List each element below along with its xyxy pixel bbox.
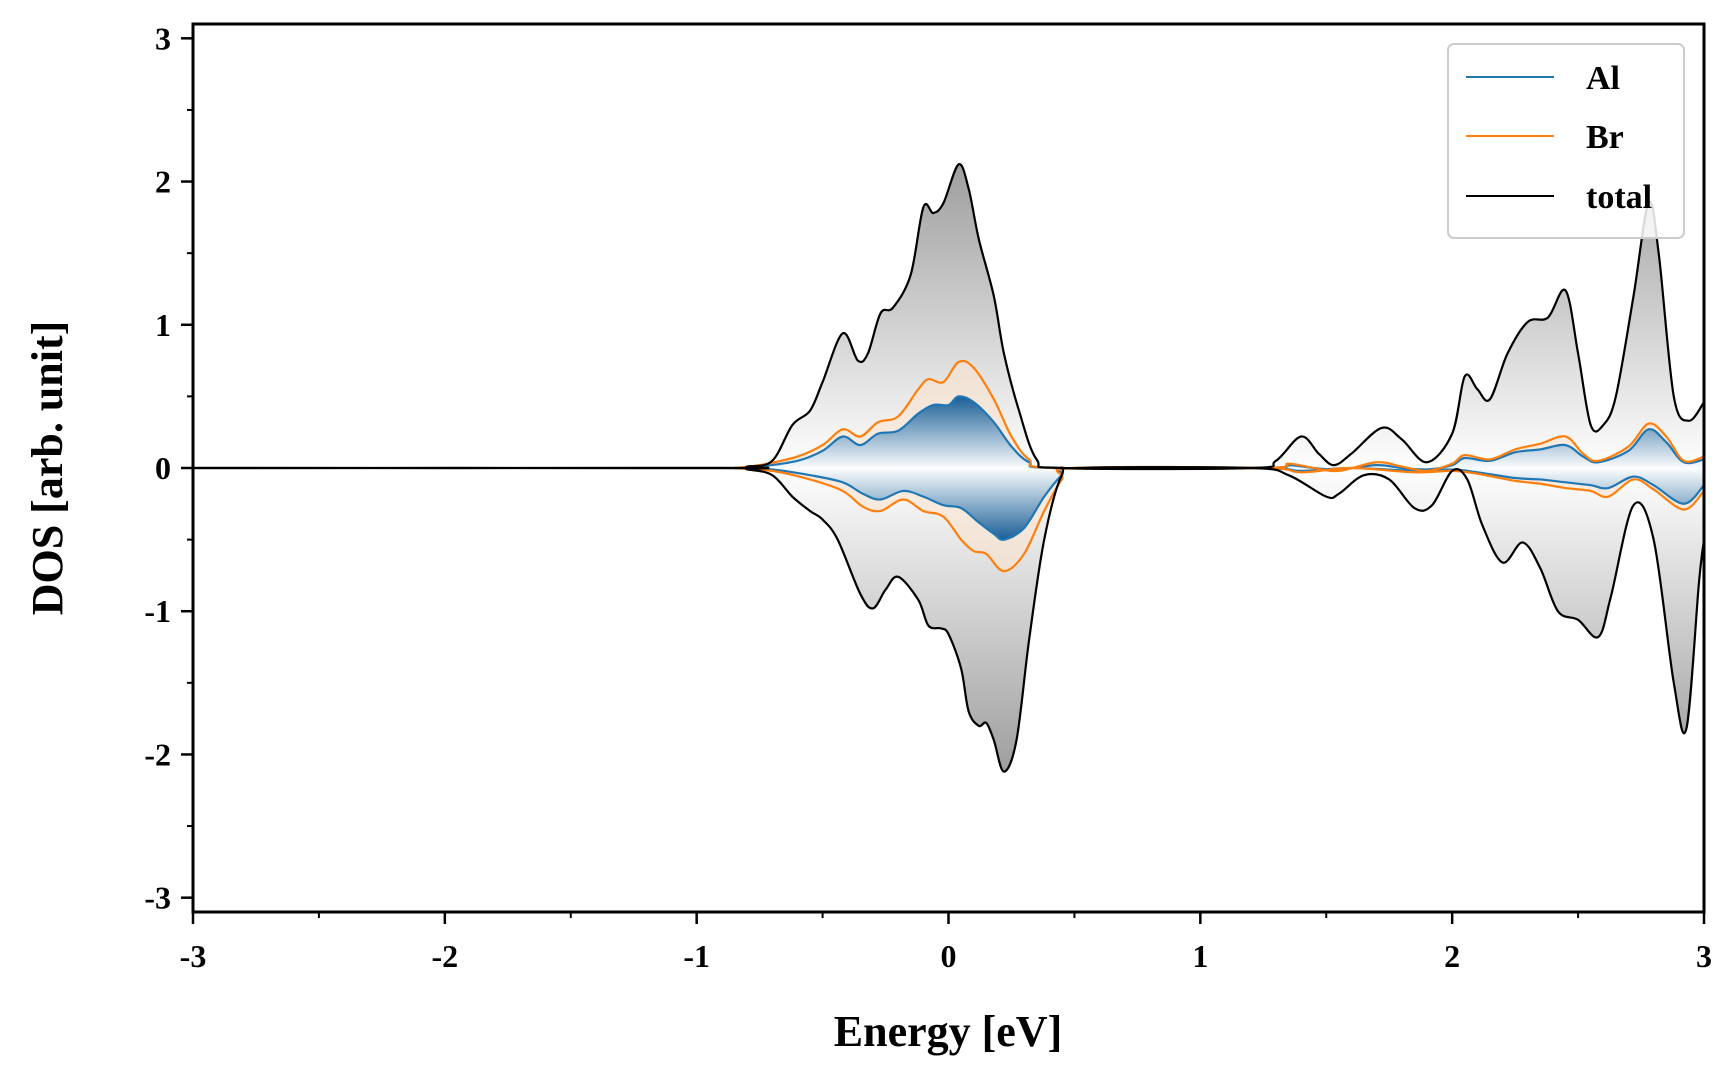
legend-box [1447, 43, 1685, 239]
x-tick-label: 0 [941, 938, 957, 974]
y-tick-label: -1 [144, 593, 171, 629]
y-tick-label: 0 [155, 450, 171, 486]
fill-layer [193, 164, 1704, 772]
y-tick-label: 1 [155, 307, 171, 343]
line-total-up [193, 163, 1704, 471]
legend-label-total: total [1586, 179, 1652, 216]
x-tick-label: -1 [683, 938, 710, 974]
fill-total-down [193, 467, 1704, 772]
line-total-down [193, 466, 1704, 773]
x-tick-label: -3 [180, 938, 207, 974]
x-tick-label: 1 [1192, 938, 1208, 974]
y-axis-title: DOS [arb. unit] [23, 321, 72, 616]
y-tick-label: 3 [155, 20, 171, 56]
y-tick-label: -2 [144, 736, 171, 772]
legend-label-al: Al [1586, 60, 1620, 97]
legend-label-br: Br [1586, 119, 1624, 156]
y-tick-label: -3 [144, 880, 171, 916]
fill-al-down [734, 467, 1704, 540]
x-axis-title: Energy [eV] [834, 1007, 1063, 1056]
y-tick-label: 2 [155, 164, 171, 200]
x-axis: -3 -2 -1 0 1 2 3 [180, 912, 1712, 974]
legend: Al Br total [1447, 43, 1685, 239]
x-tick-label: -2 [432, 938, 459, 974]
line-br-up [734, 359, 1704, 473]
fill-al-up [734, 396, 1704, 470]
y-axis: -3 -2 -1 0 1 2 3 [144, 20, 193, 916]
x-tick-label: 2 [1444, 938, 1460, 974]
line-layer [193, 163, 1704, 773]
fill-total-up [193, 164, 1704, 469]
x-tick-label: 3 [1696, 938, 1712, 974]
